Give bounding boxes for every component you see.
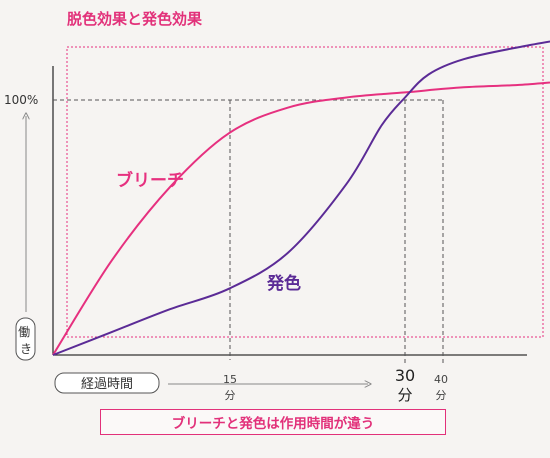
x-tick-15: 15 — [223, 373, 237, 386]
x-tick-40: 40 — [434, 373, 448, 386]
x-label-box — [54, 372, 160, 394]
series-bleach-line — [52, 81, 550, 356]
x-tick-30: 30 — [395, 366, 415, 385]
plot-area-frame — [66, 46, 544, 338]
chart-title: 脱色効果と発色効果 — [67, 10, 203, 28]
series-color-label: 発色 — [266, 273, 301, 294]
x-tick-30-unit: 分 — [397, 386, 412, 404]
x-tick-40-unit: 分 — [436, 389, 447, 402]
x-tick-15-unit: 分 — [225, 389, 236, 402]
series-bleach-label: ブリーチ — [116, 170, 184, 191]
x-axis-label: 経過時間 — [81, 377, 133, 392]
series-color-line — [52, 40, 550, 356]
caption-box: ブリーチと発色は作用時間が違う — [100, 409, 446, 435]
y-label-box — [15, 317, 36, 361]
y-axis-label: 働 き — [18, 325, 34, 356]
y-tick-100: 100% — [4, 93, 38, 107]
